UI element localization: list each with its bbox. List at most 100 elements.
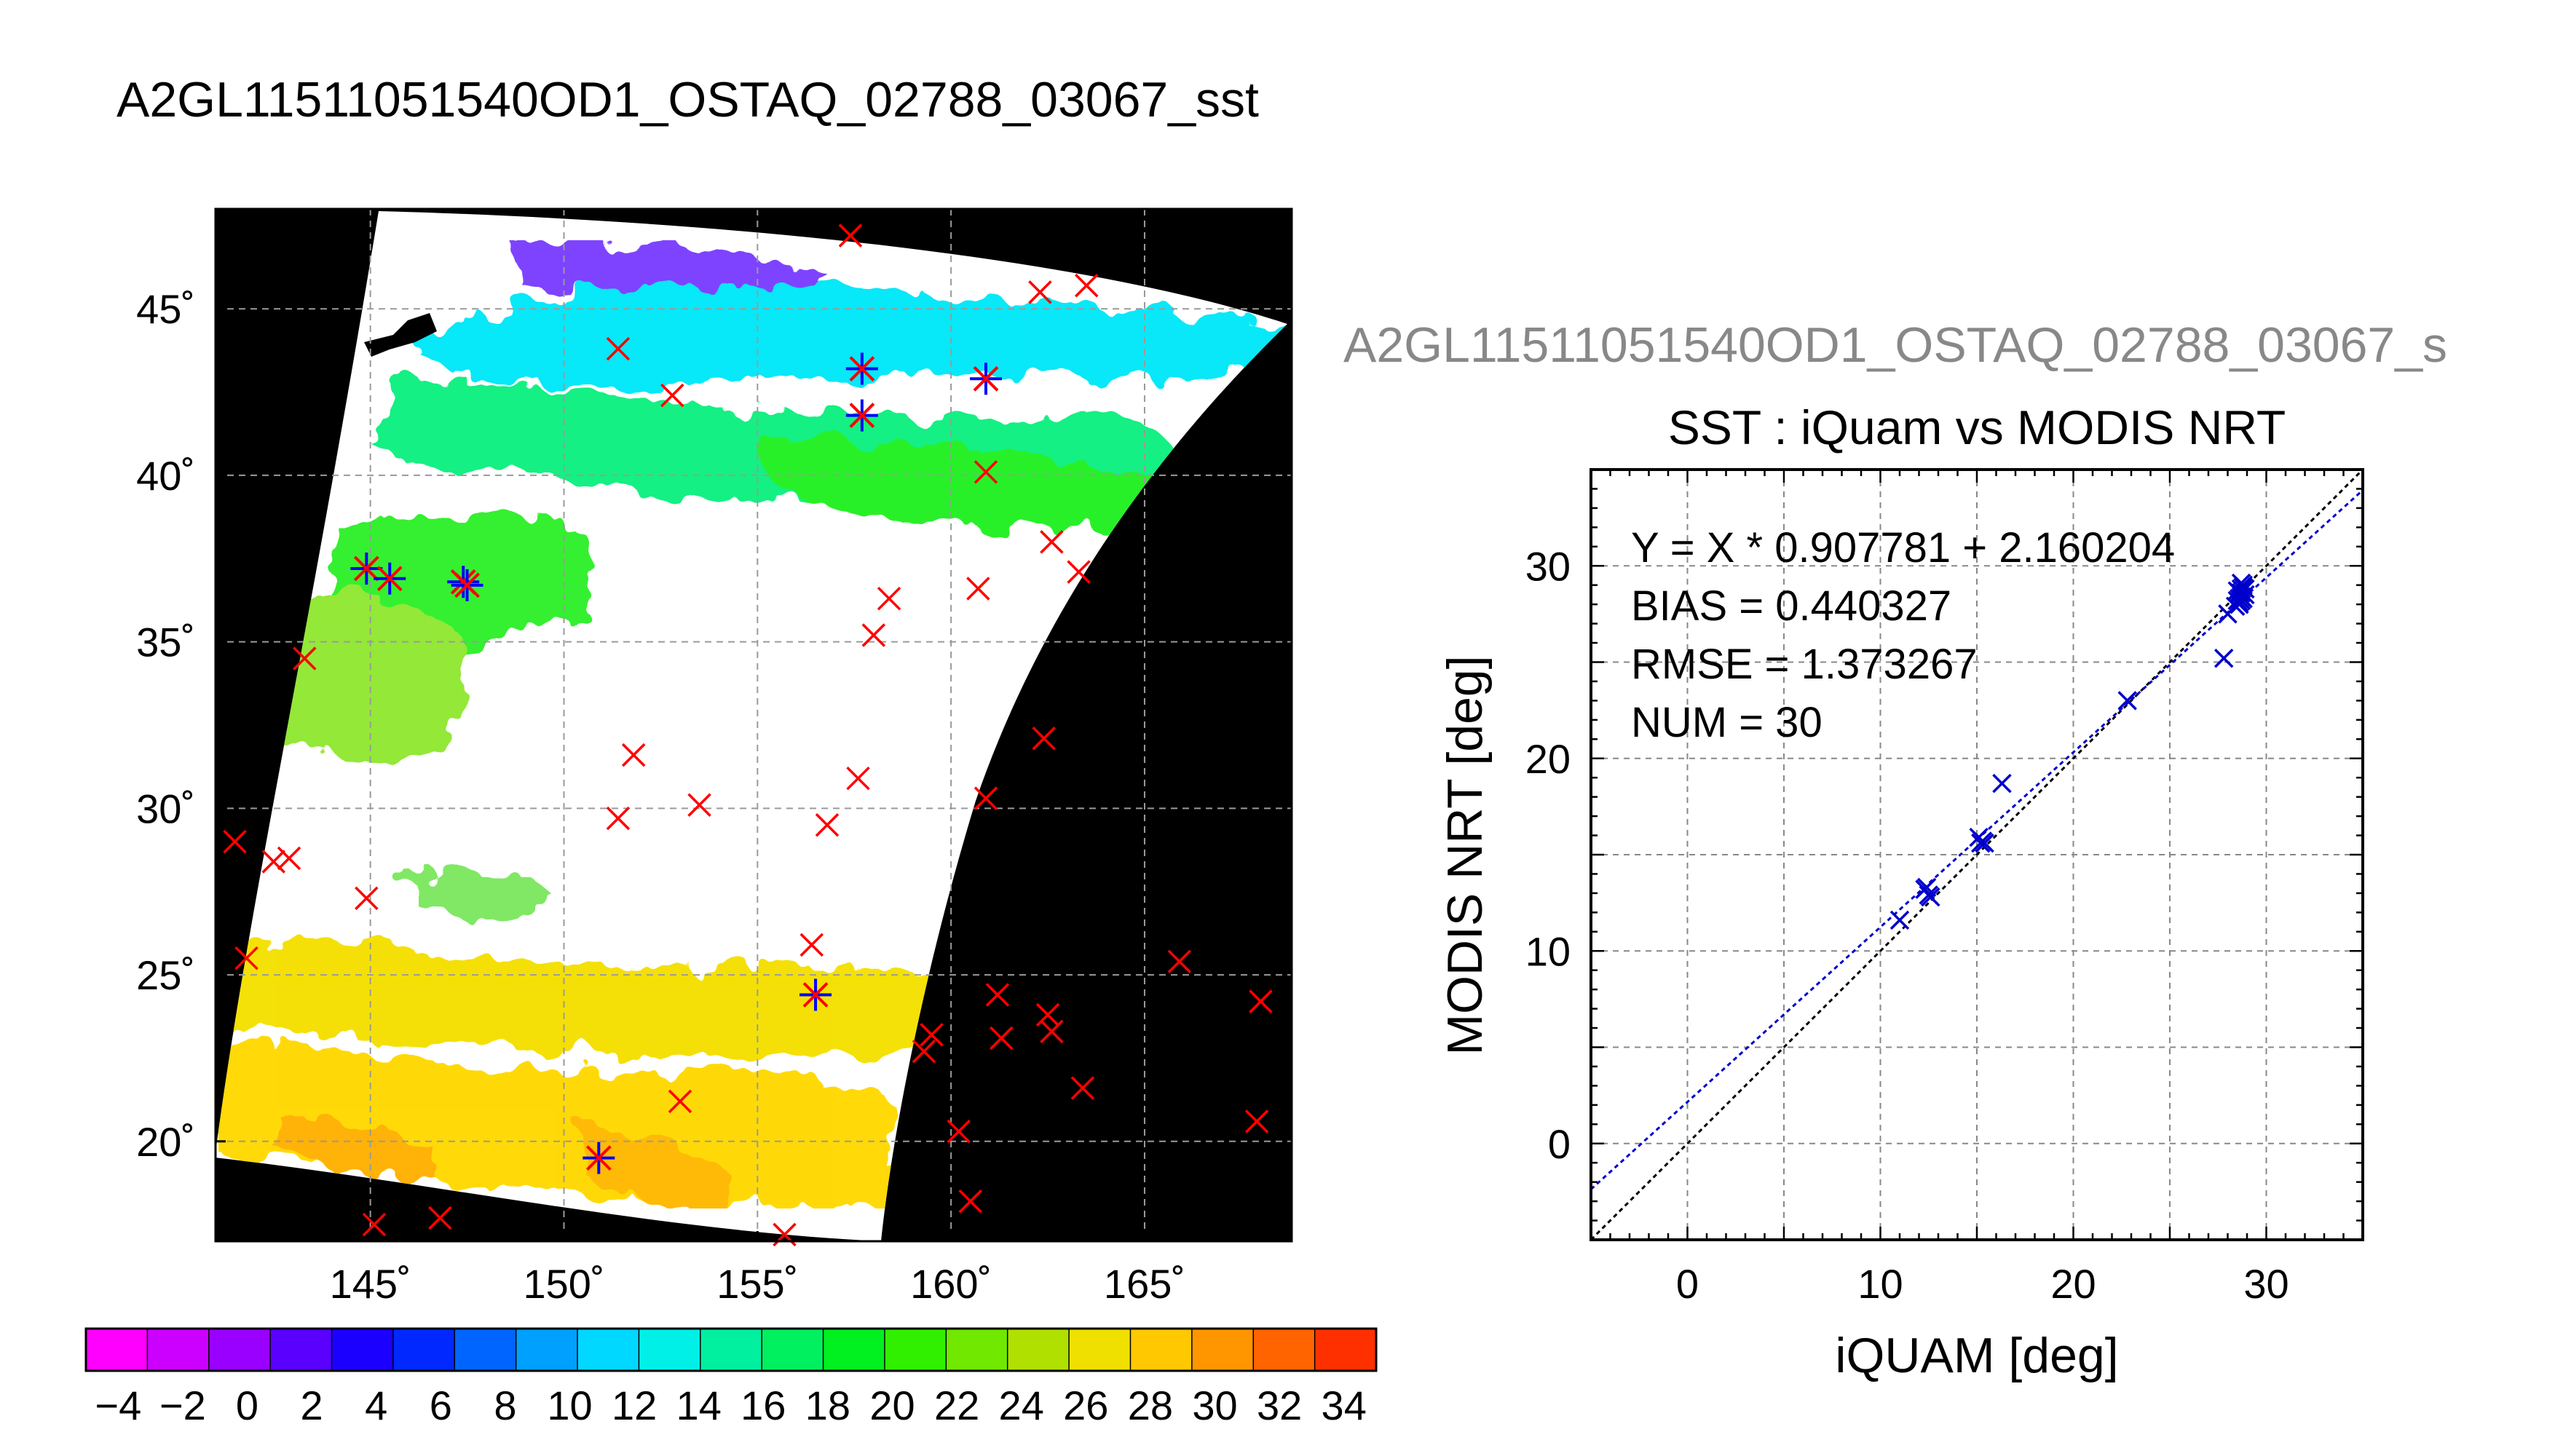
map-match-marker <box>1249 989 1273 1013</box>
scatter-plot: 0 10 20 30 0 10 20 30 Y = X * 0.907781 + 2.1602… <box>1437 468 2364 1383</box>
map-match-marker <box>958 1189 982 1214</box>
colorbar-swatch <box>331 1329 394 1371</box>
map-frame <box>214 207 1293 1243</box>
colorbar-label: 26 <box>1063 1382 1108 1428</box>
colorbar-swatch <box>147 1329 210 1371</box>
main-title: A2GL11511051540OD1_OSTAQ_02788_03067_sst <box>117 72 1259 127</box>
map-match-marker <box>1028 280 1052 304</box>
scatter-y-tick-label: 20 <box>1525 736 1571 782</box>
colorbar-swatch <box>1069 1329 1132 1371</box>
scatter-point <box>1975 833 1994 853</box>
scatter-file-title: A2GL11511051540OD1_OSTAQ_02788_03067_s <box>1343 317 2447 373</box>
map-match-marker <box>1040 530 1064 554</box>
colorbar-swatch <box>884 1329 947 1371</box>
map-match-marker <box>985 983 1010 1007</box>
map-match-marker <box>920 1023 944 1047</box>
colorbar-label: 22 <box>934 1382 979 1428</box>
map-grid <box>216 209 1292 1241</box>
num-value: NUM = 30 <box>1631 699 1823 746</box>
map-match-marker <box>846 766 870 791</box>
map-lon-label: 160˚ <box>910 1261 992 1307</box>
colorbar-label: −4 <box>95 1382 141 1428</box>
map-valid-match-marker <box>451 569 483 601</box>
map-match-marker <box>428 1206 452 1230</box>
map-lon-label: 165˚ <box>1104 1261 1185 1307</box>
map-match-marker <box>362 1212 387 1237</box>
map-match-marker <box>974 786 998 810</box>
colorbar-swatch <box>1253 1329 1316 1371</box>
map-match-marker <box>261 850 285 874</box>
stats-annotations: Y = X * 0.907781 + 2.160204 BIAS = 0.440… <box>1631 524 2175 746</box>
map-lat-label: 45˚ <box>136 286 195 332</box>
map-match-marker <box>974 460 998 484</box>
map-match-marker <box>277 846 301 871</box>
colorbar-swatch <box>1007 1329 1070 1371</box>
coastline-fragment <box>364 313 437 357</box>
map-lat-label: 25˚ <box>136 952 195 998</box>
map-lon-label: 150˚ <box>523 1261 604 1307</box>
map-lat-label: 30˚ <box>136 786 195 831</box>
map-match-marker <box>668 1089 692 1114</box>
map-match-marker <box>355 886 379 911</box>
scatter-point <box>1889 910 1910 930</box>
colorbar-swatch <box>86 1329 149 1371</box>
colorbar-label: 14 <box>676 1382 722 1428</box>
map-match-marker <box>234 946 258 970</box>
map-match-marker <box>1244 1109 1269 1133</box>
scatter-points <box>1889 573 2255 930</box>
colorbar-swatch <box>208 1329 272 1371</box>
map-match-marker <box>861 623 886 647</box>
map-lat-label: 20˚ <box>136 1119 195 1165</box>
x-axis-label: iQUAM [deg] <box>1835 1328 2118 1383</box>
map-match-marker <box>223 829 247 854</box>
scatter-point <box>2230 583 2249 603</box>
map-lat-label: 35˚ <box>136 620 195 665</box>
colorbar-swatch <box>1314 1329 1377 1371</box>
scatter-grid <box>1591 470 2363 1240</box>
colorbar-swatch <box>700 1329 763 1371</box>
colorbar-label: −2 <box>159 1382 206 1428</box>
colorbar-label: 0 <box>236 1382 258 1428</box>
map-valid-match-marker <box>350 553 383 585</box>
map-match-marker <box>877 586 901 611</box>
colorbar-label: 6 <box>430 1382 452 1428</box>
map-match-marker <box>799 933 824 957</box>
scatter-ticks: 0 10 20 30 0 10 20 30 <box>1525 468 2364 1307</box>
colorbar-label: 18 <box>805 1382 850 1428</box>
map-lon-label: 145˚ <box>330 1261 411 1307</box>
map-match-marker <box>1070 1076 1095 1100</box>
map-axis-labels: 145˚ 150˚ 155˚ 160˚ 165˚ 45˚ 40˚ 35˚ 30˚ 25˚ 20˚ <box>136 286 1185 1307</box>
colorbar-swatch <box>823 1329 885 1371</box>
scatter-y-tick-label: 10 <box>1525 928 1571 974</box>
colorbar-swatch <box>392 1329 456 1371</box>
colorbar-labels: −4 −2 0 2 4 6 8 10 12 14 16 18 20 22 24 26 28 30 32 34 <box>95 1382 1366 1428</box>
map-valid-match-marker <box>845 399 878 432</box>
scatter-point <box>2231 590 2251 611</box>
scatter-y-tick-label: 30 <box>1525 543 1571 589</box>
scatter-point <box>1916 877 1937 898</box>
scatter-x-tick-label: 10 <box>1857 1261 1903 1307</box>
regression-equation: Y = X * 0.907781 + 2.160204 <box>1631 524 2175 571</box>
colorbar-swatch <box>1191 1329 1255 1371</box>
y-axis-label: MODIS NRT [deg] <box>1437 655 1493 1055</box>
colorbar-label: 4 <box>365 1382 387 1428</box>
map-match-marker <box>1074 273 1099 298</box>
map-match-marker <box>1032 727 1056 751</box>
map-match-marker <box>660 383 684 408</box>
map-match-marker <box>621 743 646 767</box>
map-match-marker <box>966 577 990 601</box>
colorbar-swatch <box>1130 1329 1193 1371</box>
map-lon-label: 155˚ <box>716 1261 798 1307</box>
map-match-marker <box>947 1119 971 1144</box>
colorbar-label: 20 <box>869 1382 915 1428</box>
colorbar-label: 28 <box>1128 1382 1173 1428</box>
map-match-marker <box>1040 1019 1064 1044</box>
rmse-value: RMSE = 1.373267 <box>1631 641 1978 688</box>
colorbar-label: 16 <box>741 1382 786 1428</box>
scatter-point <box>1992 773 2012 794</box>
scatter-x-tick-label: 0 <box>1676 1261 1699 1307</box>
colorbar-swatch <box>270 1329 333 1371</box>
map-valid-match-marker <box>969 363 1002 395</box>
colorbar-label: 8 <box>494 1382 516 1428</box>
sst-map: 145˚ 150˚ 155˚ 160˚ 165˚ 45˚ 40˚ 35˚ 30˚ 25˚ 20˚ <box>136 207 1293 1307</box>
